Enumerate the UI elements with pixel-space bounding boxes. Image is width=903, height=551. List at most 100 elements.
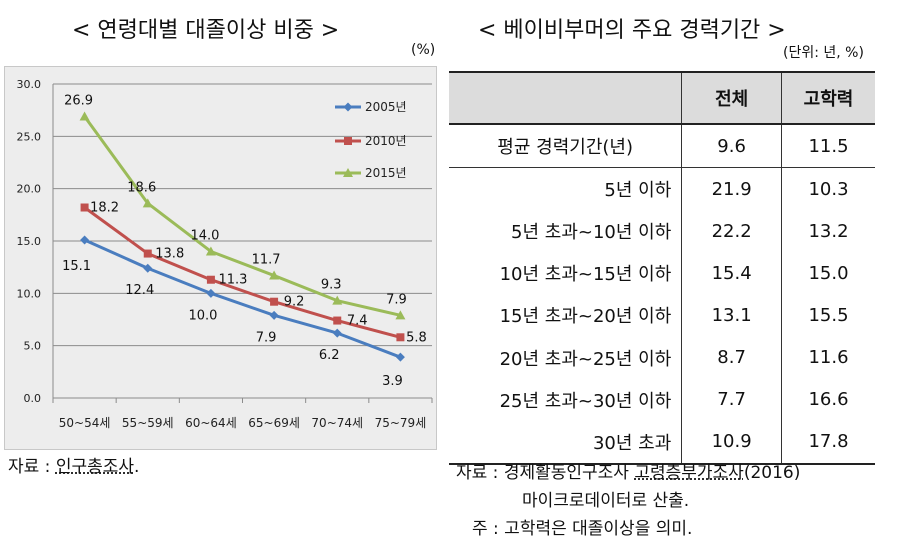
y-tick-label: 30.0 [17, 78, 42, 91]
row-label: 10년 초과~15년 이하 [499, 264, 672, 286]
data-point [395, 352, 405, 362]
table-row: 5년 초과~10년 이하 22.2 13.2 [449, 210, 875, 253]
data-label: 14.0 [190, 228, 219, 243]
legend-marker [344, 137, 352, 145]
row-label: 30년 초과 [449, 420, 682, 465]
row-total: 15.4 [681, 252, 782, 295]
data-label: 7.9 [386, 292, 407, 307]
data-label: 11.7 [252, 253, 281, 268]
data-point [143, 249, 152, 258]
row-high: 11.6 [780, 336, 875, 379]
data-label: 26.9 [64, 93, 93, 108]
table-row: 10년 초과~15년 이하 15.4 15.0 [449, 252, 875, 295]
line-chart: 0.0 5.0 10.0 15.0 20.0 25.0 30.0 50~54세 55~59세 60… [4, 66, 437, 450]
data-point [395, 310, 406, 320]
source-prefix: 자료 : [8, 457, 56, 477]
data-point [79, 111, 90, 121]
table-header-row: 전체 고학력 [449, 71, 875, 125]
table-row: 5년 이하 21.9 10.3 [449, 167, 875, 211]
data-label: 11.3 [218, 273, 247, 288]
source-prefix: 자료 : 경제활동인구조사 [456, 463, 635, 483]
source-year: (2016) [743, 463, 801, 483]
row-high: 10.3 [780, 167, 875, 211]
row-total: 7.7 [681, 378, 782, 421]
data-point [80, 203, 89, 212]
table-row: 평균 경력기간(년) 9.6 11.5 [449, 124, 875, 169]
row-total: 9.6 [681, 124, 782, 169]
data-label: 5.8 [406, 330, 427, 345]
legend-label: 2005년 [365, 100, 407, 114]
table-row: 15년 초과~20년 이하 13.1 15.5 [449, 294, 875, 337]
right-source-line1: 자료 : 경제활동인구조사 고령층부가조사(2016) [456, 458, 800, 483]
series-line [83, 238, 401, 359]
left-chart-title: < 연령대별 대졸이상 비중 > [72, 18, 340, 43]
data-label: 6.2 [319, 348, 340, 363]
data-label: 18.2 [90, 201, 119, 216]
series-line [83, 115, 401, 317]
legend-marker [343, 102, 353, 112]
data-point [332, 328, 342, 338]
data-point [269, 270, 280, 280]
row-total: 8.7 [681, 336, 782, 379]
row-high: 16.6 [780, 378, 875, 421]
data-point [205, 246, 216, 256]
right-unit-label: (단위: 년, %) [783, 45, 864, 61]
source-name: 고령층부가조사 [634, 463, 744, 483]
header-empty [449, 71, 682, 125]
row-total: 22.2 [681, 210, 782, 253]
row-label: 20년 초과~25년 이하 [499, 348, 672, 370]
source-name: 인구총조사 [55, 457, 135, 477]
legend-label: 2010년 [365, 134, 407, 148]
x-tick-label: 70~74세 [311, 416, 363, 430]
data-label: 18.6 [127, 180, 156, 195]
row-label: 25년 초과~30년 이하 [499, 390, 672, 412]
data-point [142, 198, 153, 208]
legend-label: 2015년 [365, 166, 407, 180]
row-high: 17.8 [780, 420, 875, 465]
data-label: 13.8 [155, 247, 184, 262]
data-label: 15.1 [62, 259, 91, 274]
data-label: 7.4 [347, 314, 368, 329]
row-label: 5년 초과~10년 이하 [511, 222, 672, 244]
left-source-note: 자료 : 인구총조사. [8, 452, 139, 477]
data-label: 3.9 [382, 374, 403, 389]
y-tick-label: 10.0 [17, 287, 42, 300]
x-tick-label: 60~64세 [185, 416, 237, 430]
career-period-table: 전체 고학력 평균 경력기간(년) 9.6 11.5 5년 이하 21.9 10… [449, 71, 875, 465]
x-tick-label: 65~69세 [248, 416, 300, 430]
line-chart-svg: 0.0 5.0 10.0 15.0 20.0 25.0 30.0 50~54세 55~59세 60… [17, 78, 433, 430]
data-point [396, 333, 405, 342]
legend-marker [343, 168, 353, 177]
source-suffix: . [134, 457, 140, 477]
row-label: 평균 경력기간(년) [449, 124, 682, 169]
data-label: 9.2 [284, 295, 305, 310]
row-total: 21.9 [681, 167, 782, 211]
row-label: 5년 이하 [604, 180, 672, 202]
row-high: 11.5 [780, 124, 875, 169]
data-point [270, 297, 279, 306]
row-total: 13.1 [681, 294, 782, 337]
row-total: 10.9 [681, 420, 782, 465]
data-label: 12.4 [125, 283, 154, 298]
data-point [206, 275, 215, 284]
right-note: 주 : 고학력은 대졸이상을 의미. [472, 519, 693, 539]
header-high-education: 고학력 [780, 71, 875, 125]
row-high: 13.2 [780, 210, 875, 253]
data-point [269, 310, 279, 320]
data-point [332, 295, 343, 305]
data-label: 9.3 [321, 278, 342, 293]
data-label: 10.0 [188, 308, 217, 323]
row-label: 15년 초과~20년 이하 [499, 306, 672, 328]
series-line [83, 206, 401, 339]
y-tick-label: 0.0 [24, 392, 42, 405]
x-tick-label: 75~79세 [375, 416, 427, 430]
data-point [143, 263, 153, 273]
y-tick-label: 15.0 [17, 235, 42, 248]
data-point [80, 235, 90, 245]
table-row: 30년 초과 10.9 17.8 [449, 420, 875, 465]
x-tick-label: 55~59세 [122, 416, 174, 430]
data-point [206, 288, 216, 298]
row-high: 15.0 [780, 252, 875, 295]
right-source-line2: 마이크로데이터로 산출. [522, 491, 690, 511]
y-tick-label: 5.0 [24, 340, 42, 353]
